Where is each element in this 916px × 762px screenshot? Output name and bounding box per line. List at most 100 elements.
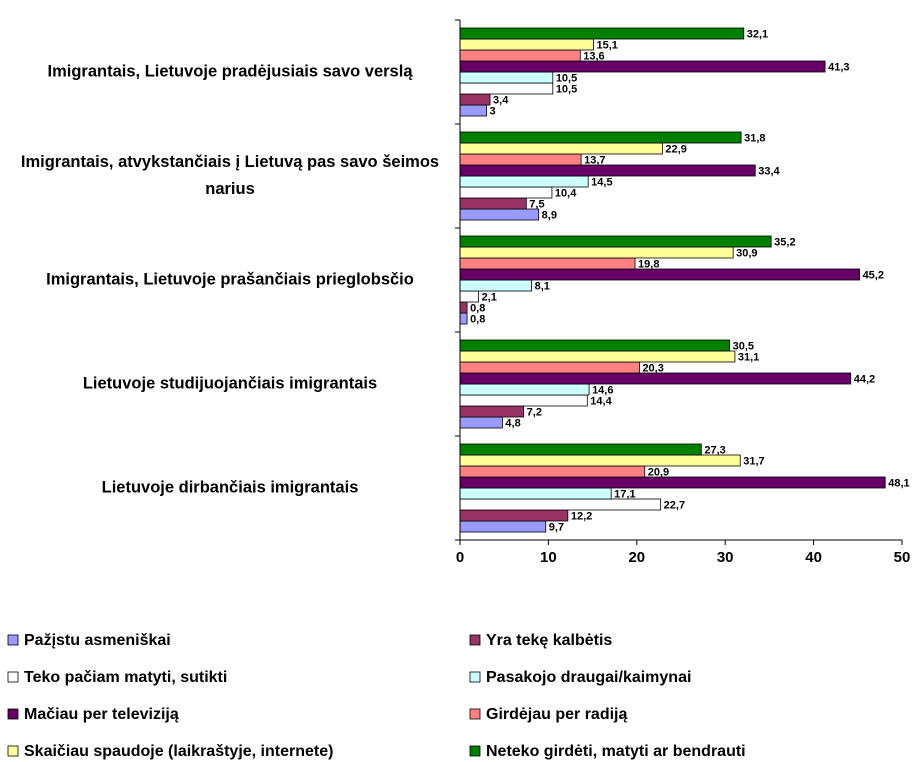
legend-label: Girdėjau per radiją	[486, 706, 627, 723]
data-label: 14,6	[592, 384, 613, 396]
data-label: 45,2	[863, 269, 884, 281]
bar	[459, 498, 662, 511]
legend-swatch	[7, 745, 19, 757]
bar	[459, 383, 590, 396]
bar	[459, 487, 612, 500]
data-label: 0,8	[470, 313, 485, 325]
bar	[459, 197, 527, 210]
x-tick-label: 40	[805, 549, 822, 566]
data-label: 31,1	[738, 351, 759, 363]
legend-label: Neteko girdėti, matyti ar bendrauti	[486, 743, 746, 760]
x-tick-label: 50	[894, 549, 911, 566]
bar	[459, 208, 540, 221]
bar	[459, 82, 554, 95]
bar	[459, 153, 582, 166]
bar	[459, 416, 503, 429]
legend-swatch	[469, 745, 481, 757]
data-label: 31,7	[743, 455, 764, 467]
legend-label: Mačiau per televiziją	[24, 706, 179, 723]
bar	[459, 454, 741, 467]
data-label: 8,9	[542, 209, 557, 221]
bar	[459, 164, 756, 177]
bar	[459, 405, 525, 418]
data-label: 35,2	[774, 236, 795, 248]
data-label: 32,1	[747, 28, 768, 40]
bar	[459, 235, 772, 248]
data-label: 20,9	[648, 466, 669, 478]
data-label: 7,2	[527, 406, 542, 418]
legend-label: Teko pačiam matyti, sutikti	[24, 669, 227, 686]
data-label: 7,5	[529, 198, 544, 210]
legend-swatch	[469, 634, 481, 646]
bar	[459, 443, 702, 456]
bar	[459, 257, 636, 270]
bar	[459, 71, 554, 84]
category-label: Imigrantais, Lietuvoje prašančiais prieg…	[46, 270, 414, 289]
bar	[459, 312, 468, 325]
data-label: 10,4	[555, 187, 577, 199]
legend-swatch	[469, 671, 481, 683]
x-tick-label: 10	[540, 549, 557, 566]
data-label: 14,5	[591, 176, 612, 188]
bar	[459, 38, 594, 51]
x-tick-label: 0	[456, 549, 464, 566]
bar	[459, 339, 731, 352]
bar	[459, 246, 734, 259]
legend-label: Pasakojo draugai/kaimynai	[486, 669, 691, 686]
data-label: 12,2	[571, 510, 592, 522]
legend-label: Skaičiau spaudoje (laikraštyje, internet…	[24, 743, 333, 760]
bar	[459, 361, 640, 374]
data-label: 41,3	[828, 61, 849, 73]
bar	[459, 290, 479, 303]
data-label: 8,1	[535, 280, 550, 292]
legend-label: Pažįstu asmeniškai	[24, 632, 171, 649]
data-label: 3	[490, 105, 496, 117]
legend-label: Yra tekę kalbėtis	[486, 632, 612, 649]
data-label: 14,4	[590, 395, 612, 407]
data-label: 9,7	[549, 521, 564, 533]
x-tick-label: 20	[628, 549, 645, 566]
data-label: 22,9	[665, 143, 686, 155]
bar	[459, 186, 553, 199]
data-label: 27,3	[704, 444, 725, 456]
data-label: 13,7	[584, 154, 605, 166]
legend-swatch	[469, 708, 481, 720]
bar	[459, 301, 468, 314]
legend-swatch	[7, 671, 19, 683]
data-label: 10,5	[556, 72, 577, 84]
x-tick-label: 30	[717, 549, 734, 566]
bar	[459, 520, 547, 533]
bar	[459, 372, 852, 385]
data-label: 30,9	[736, 247, 757, 259]
data-label: 19,8	[638, 258, 659, 270]
data-label: 22,7	[664, 499, 685, 511]
bar	[459, 476, 886, 489]
bar	[459, 142, 663, 155]
data-label: 17,1	[614, 488, 635, 500]
bar	[459, 509, 569, 522]
legend-swatch	[7, 708, 19, 720]
bar	[459, 49, 581, 62]
bar	[459, 27, 745, 40]
bar	[459, 104, 487, 117]
data-label: 30,5	[733, 340, 754, 352]
bar	[459, 175, 589, 188]
bar	[459, 131, 742, 144]
category-label: Imigrantais, Lietuvoje pradėjusiais savo…	[47, 62, 413, 81]
data-label: 2,1	[482, 291, 497, 303]
data-label: 3,4	[493, 94, 509, 106]
bar	[459, 60, 826, 73]
category-label: Lietuvoje dirbančiais imigrantais	[101, 478, 359, 497]
category-label: Imigrantais, atvykstančiais į Lietuvą pa…	[20, 153, 440, 198]
data-label: 44,2	[854, 373, 875, 385]
data-label: 15,1	[596, 39, 617, 51]
data-label: 13,6	[583, 50, 604, 62]
bar	[459, 93, 491, 106]
data-label: 33,4	[758, 165, 780, 177]
bar	[459, 465, 646, 478]
category-label: Lietuvoje studijuojančiais imigrantais	[82, 374, 378, 393]
legend-swatch	[7, 634, 19, 646]
data-label: 48,1	[888, 477, 909, 489]
